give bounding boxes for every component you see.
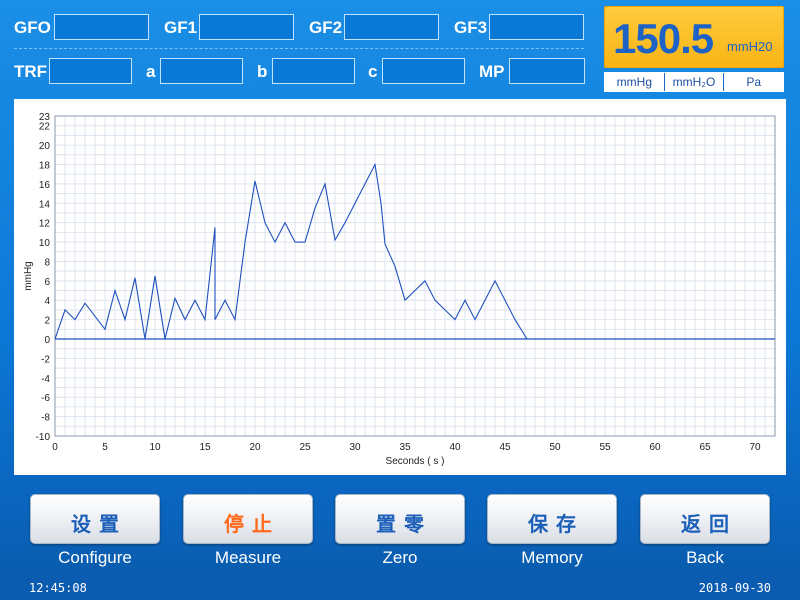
param-label: GF1 (164, 18, 198, 37)
memory-caption: Memory (521, 548, 583, 567)
x-tick-label: 55 (599, 442, 611, 453)
plot-border (54, 115, 776, 437)
y-tick-label: 16 (39, 180, 51, 191)
button-label-cn: 停止 (224, 512, 280, 536)
y-tick-label: 4 (44, 296, 50, 307)
x-tick-label: 50 (549, 442, 561, 453)
param-label: c (368, 62, 378, 81)
trf-field[interactable] (49, 58, 132, 84)
x-tick-label: 70 (749, 442, 761, 453)
mp-field[interactable] (509, 58, 585, 84)
x-tick-label: 25 (299, 442, 311, 453)
measure-caption: Measure (214, 548, 282, 567)
x-tick-label: 40 (449, 442, 461, 453)
button-label-cn: 设置 (71, 512, 127, 536)
gfo-field[interactable] (54, 14, 149, 40)
y-tick-label: -4 (41, 374, 50, 385)
y-tick-label: -6 (41, 393, 50, 404)
param-label: GFO (14, 18, 51, 37)
gf1-field[interactable] (199, 14, 294, 40)
pressure-chart: -10 -8 -6 -4 -2 0 2 4 6 8 10 12 14 16 18 20 22 23 0 5 10 15 20… (14, 99, 786, 475)
y-tick-label: 6 (44, 277, 50, 288)
reading-unit: mmH20 (727, 39, 773, 54)
param-row-1: GFO GF1 GF2 GF3 (14, 14, 590, 42)
a-field[interactable] (160, 58, 243, 84)
y-tick-label: 20 (39, 141, 51, 152)
param-label: b (257, 62, 268, 81)
y-axis-label: mmHg (23, 261, 34, 290)
b-field[interactable] (272, 58, 355, 84)
y-tick-label: -10 (36, 432, 51, 443)
x-tick-label: 5 (102, 442, 108, 453)
x-axis-label: Seconds ( s ) (386, 456, 445, 467)
param-label: MP (479, 62, 505, 81)
x-tick-label: 10 (149, 442, 161, 453)
x-tick-label: 60 (649, 442, 661, 453)
y-tick-label: 2 (44, 316, 50, 327)
unit-tab-pa[interactable]: Pa (746, 75, 762, 89)
y-tick-label: 0 (44, 335, 50, 346)
x-tick-label: 15 (199, 442, 211, 453)
pressure-series-line (54, 162, 528, 340)
gf3-field[interactable] (489, 14, 584, 40)
zero-button[interactable]: 置零 (335, 494, 465, 544)
x-tick-label: 65 (699, 442, 711, 453)
x-tick-label: 0 (52, 442, 58, 453)
param-label: a (146, 62, 156, 81)
configure-caption: Configure (58, 548, 132, 567)
y-tick-label: 23 (39, 112, 51, 123)
status-time: 12:45:08 (29, 581, 87, 595)
y-tick-label: 14 (39, 199, 51, 210)
y-tick-label: -2 (41, 354, 50, 365)
y-tick-label: 8 (44, 257, 50, 268)
button-label-cn: 返回 (681, 512, 737, 536)
gf2-field[interactable] (344, 14, 439, 40)
measure-button[interactable]: 停止 (183, 494, 313, 544)
x-tick-label: 45 (499, 442, 511, 453)
back-caption: Back (686, 548, 724, 567)
configure-button[interactable]: 设置 (30, 494, 160, 544)
x-tick-label: 20 (249, 442, 261, 453)
memory-button[interactable]: 保存 (487, 494, 617, 544)
x-tick-label: 30 (349, 442, 361, 453)
zero-caption: Zero (382, 548, 418, 567)
unit-tab-mmh2o[interactable]: mmH₂O (665, 73, 725, 91)
y-tick-label: 12 (39, 219, 51, 230)
y-tick-label: -8 (41, 413, 50, 424)
reading-value: 150.5 (613, 15, 714, 62)
button-label-cn: 保存 (528, 512, 584, 536)
c-field[interactable] (382, 58, 465, 84)
pressure-reading: 150.5 mmH20 (604, 6, 784, 68)
y-tick-label: 22 (39, 122, 51, 133)
header-divider (14, 48, 584, 49)
param-label: GF2 (309, 18, 343, 37)
param-row-2: TRF a b c MP (14, 58, 590, 86)
back-button[interactable]: 返回 (640, 494, 770, 544)
param-label: TRF (14, 62, 48, 81)
button-label-cn: 置零 (376, 512, 432, 536)
status-bar: 12:45:08 2018-09-30 (0, 577, 800, 600)
status-date: 2018-09-30 (698, 581, 771, 595)
y-tick-label: 10 (39, 238, 51, 249)
y-tick-label: 18 (39, 160, 51, 171)
unit-tab-mmhg[interactable]: mmHg (605, 73, 665, 91)
param-label: GF3 (454, 18, 488, 37)
x-tick-label: 35 (399, 442, 411, 453)
unit-selector: mmHg mmH₂O Pa (604, 72, 784, 92)
